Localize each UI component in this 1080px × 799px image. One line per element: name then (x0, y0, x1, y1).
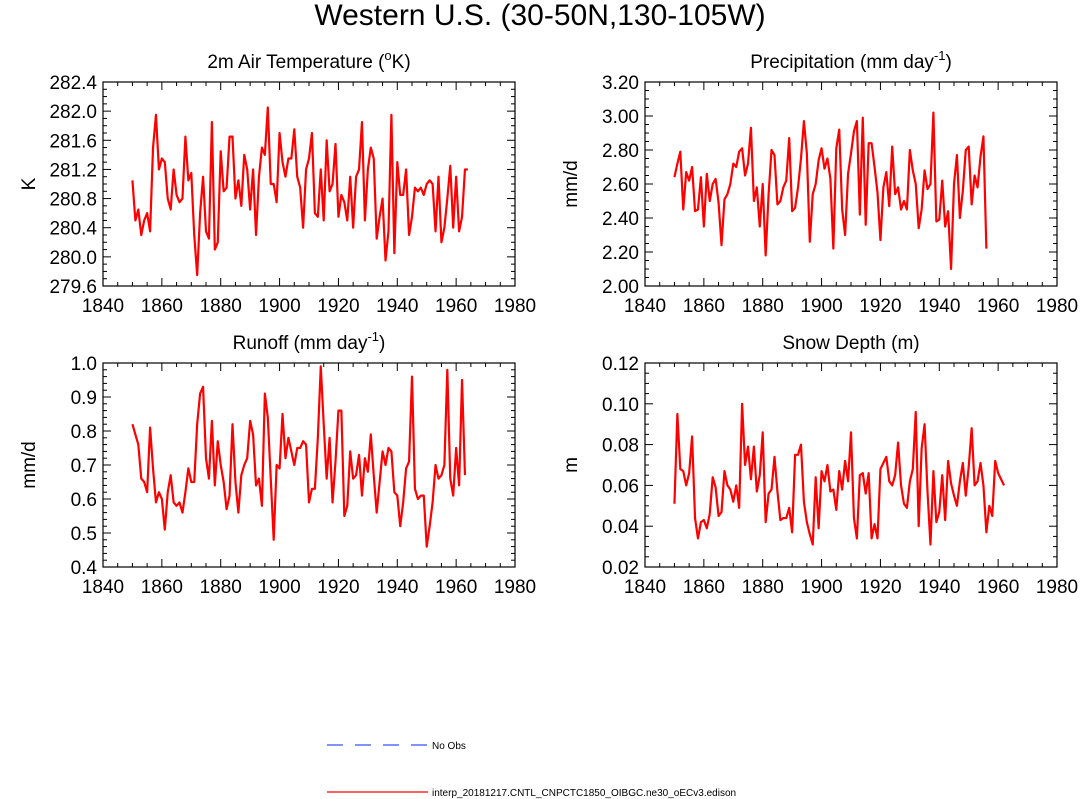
panel-title-main: Snow Depth (m) (782, 333, 919, 354)
y-tick-label: 0.12 (602, 354, 639, 375)
y-tick-label: 3.20 (602, 73, 639, 94)
x-tick-label: 1880 (200, 577, 242, 598)
panel-title-superscript: -1 (934, 48, 946, 63)
x-tick-label: 1900 (258, 296, 300, 317)
panel-3: Runoff (mm day-1) 1840 1860 1880 1900 1920 194… (19, 329, 536, 598)
y-tick-label: 282.0 (49, 102, 97, 123)
y-tick-label: 2.80 (602, 141, 639, 162)
x-tick-label: 1880 (742, 577, 784, 598)
x-tick-label: 1860 (683, 577, 725, 598)
y-tick-label: 0.6 (71, 490, 97, 511)
legend-label: interp_20181217.CNTL_CNPCTC1850_OIBGC.ne… (432, 788, 736, 799)
x-tick-label: 1900 (800, 296, 842, 317)
y-axis-label: mm/d (19, 441, 40, 489)
x-tick-label: 1920 (859, 296, 901, 317)
y-tick-label: 2.60 (602, 175, 639, 196)
y-tick-label: 280.4 (49, 219, 97, 240)
panel-1: 2m Air Temperature (oK) 1840 1860 1880 1900 1… (19, 48, 536, 317)
y-tick-label: 3.00 (602, 107, 639, 128)
x-tick-label: 1940 (376, 577, 418, 598)
x-tick-label: 1880 (742, 296, 784, 317)
x-tick-label: 1840 (82, 296, 124, 317)
y-tick-label: 281.6 (49, 131, 97, 152)
panel-title: Runoff (mm day-1) (233, 329, 386, 354)
x-tick-label: 1940 (918, 296, 960, 317)
x-tick-label: 1880 (200, 296, 242, 317)
y-tick-label: 0.02 (602, 558, 639, 579)
y-tick-label: 281.2 (49, 160, 97, 181)
y-tick-label: 0.8 (71, 422, 97, 443)
x-tick-label: 1960 (435, 577, 477, 598)
plot-frame (102, 362, 516, 568)
panel-2: Precipitation (mm day-1) 1840 1860 1880 1900… (561, 48, 1078, 317)
x-tick-label: 1920 (317, 296, 359, 317)
x-tick-label: 1840 (624, 577, 666, 598)
y-axis-label: K (19, 177, 40, 190)
x-tick-label: 1980 (494, 296, 536, 317)
y-tick-label: 0.7 (71, 456, 97, 477)
panel-title-superscript: o (384, 48, 391, 63)
y-tick-label: 2.00 (602, 277, 639, 298)
y-tick-label: 0.04 (602, 517, 639, 538)
x-tick-label: 1940 (376, 296, 418, 317)
panel-title-main: Runoff (mm day (233, 333, 368, 354)
x-tick-label: 1980 (1036, 296, 1078, 317)
y-tick-label: 280.0 (49, 248, 97, 269)
panel-title-main: 2m Air Temperature ( (207, 52, 385, 73)
x-tick-label: 1960 (977, 577, 1019, 598)
x-tick-label: 1840 (624, 296, 666, 317)
legend: No Obs interp_20181217.CNTL_CNPCTC1850_OI… (327, 741, 736, 799)
y-tick-label: 0.5 (71, 524, 97, 545)
series-line (131, 106, 468, 277)
x-tick-label: 1960 (435, 296, 477, 317)
legend-label: No Obs (432, 741, 466, 752)
x-tick-label: 1900 (800, 577, 842, 598)
y-tick-label: 0.10 (602, 395, 639, 416)
panel-title-superscript: -1 (367, 329, 379, 344)
series-line (131, 365, 467, 548)
y-tick-label: 280.8 (49, 190, 97, 211)
y-tick-label: 2.20 (602, 243, 639, 264)
y-tick-label: 279.6 (49, 277, 97, 298)
y-tick-label: 282.4 (49, 73, 97, 94)
x-tick-label: 1980 (1036, 577, 1078, 598)
y-tick-label: 0.9 (71, 388, 97, 409)
panel-title-tail: ) (379, 333, 385, 354)
x-tick-label: 1920 (859, 577, 901, 598)
y-tick-label: 0.4 (71, 558, 98, 579)
x-tick-label: 1860 (141, 577, 183, 598)
x-tick-label: 1980 (494, 577, 536, 598)
y-tick-label: 2.40 (602, 209, 639, 230)
panel-title: Precipitation (mm day-1) (750, 48, 952, 73)
panel-title-tail: K) (392, 52, 411, 73)
panel-title-main: Precipitation (mm day (750, 52, 934, 73)
series-line (673, 402, 1006, 546)
panel-4: Snow Depth (m) 1840 1860 1880 1900 1920 1940 19… (561, 333, 1078, 598)
x-tick-label: 1940 (918, 577, 960, 598)
x-tick-label: 1960 (977, 296, 1019, 317)
x-tick-label: 1840 (82, 577, 124, 598)
y-tick-label: 0.06 (602, 476, 639, 497)
y-axis-label: mm/d (561, 160, 582, 208)
figure-title: Western U.S. (30-50N,130-105W) (314, 0, 766, 32)
x-tick-label: 1900 (258, 577, 300, 598)
y-tick-label: 1.0 (71, 354, 97, 375)
x-tick-label: 1920 (317, 577, 359, 598)
series-line (673, 111, 988, 271)
panels-group: 2m Air Temperature (oK)1840 1860 1880 1900 1… (19, 48, 1078, 598)
y-axis-label: m (561, 457, 582, 473)
x-tick-label: 1860 (683, 296, 725, 317)
panel-title: 2m Air Temperature (oK) (207, 48, 410, 73)
panel-title: Snow Depth (m) (782, 333, 919, 354)
x-tick-label: 1860 (141, 296, 183, 317)
panel-title-tail: ) (945, 52, 951, 73)
plot-frame (102, 81, 516, 287)
y-tick-label: 0.08 (602, 436, 639, 457)
